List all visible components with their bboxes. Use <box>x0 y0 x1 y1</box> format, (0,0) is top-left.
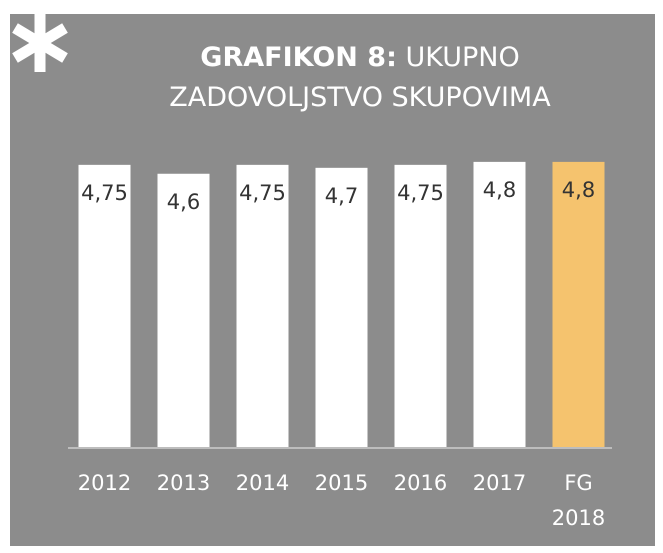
value-label: 4,6 <box>167 190 200 214</box>
value-label: 4,8 <box>483 178 516 202</box>
value-label: 4,8 <box>562 178 595 202</box>
asterisk-icon <box>12 14 68 72</box>
x-tick-label-line: FG <box>564 471 592 495</box>
x-tick-label: 2016 <box>394 471 447 495</box>
value-label: 4,75 <box>397 181 444 205</box>
bar <box>473 161 526 447</box>
bar <box>552 161 605 447</box>
x-tick-label-line: 2018 <box>552 506 605 530</box>
value-label: 4,75 <box>81 181 128 205</box>
x-tick-label: FG 2018 <box>552 471 605 530</box>
x-tick-label: 2014 <box>236 471 289 495</box>
x-tick-label: 2015 <box>315 471 368 495</box>
bar <box>157 173 210 447</box>
bar <box>78 164 131 447</box>
x-tick-label: 2012 <box>78 471 131 495</box>
x-tick-label: 2013 <box>157 471 210 495</box>
chart-title: GRAFIKON 8: UKUPNO ZADOVOLJSTVO SKUPOVIM… <box>140 38 580 118</box>
bar <box>236 164 289 447</box>
bar <box>315 167 368 447</box>
value-label: 4,7 <box>325 184 358 208</box>
value-label: 4,75 <box>239 181 286 205</box>
title-text: UKUPNO ZADOVOLJSTVO SKUPOVIMA <box>169 42 551 113</box>
x-tick-label: 2017 <box>473 471 526 495</box>
bar <box>394 164 447 447</box>
title-label: GRAFIKON 8: <box>200 42 397 73</box>
